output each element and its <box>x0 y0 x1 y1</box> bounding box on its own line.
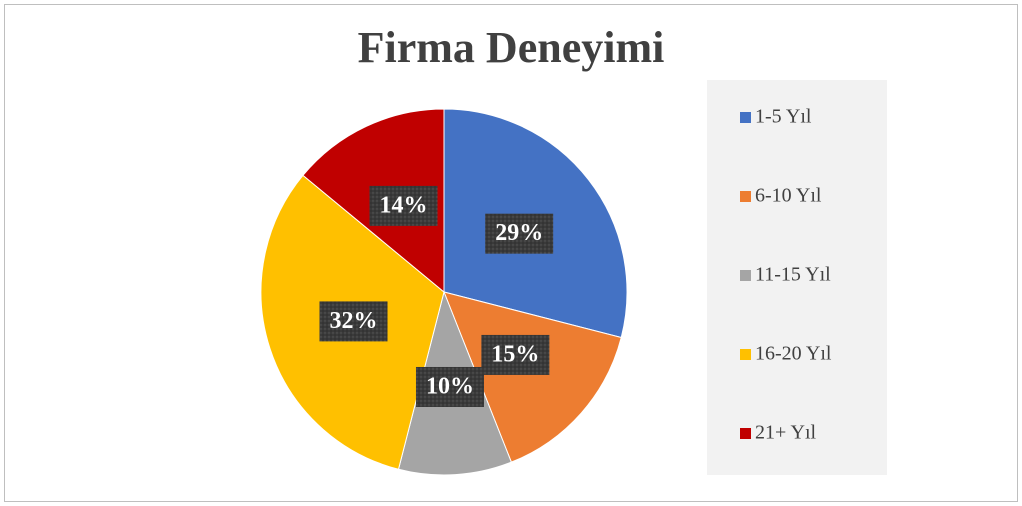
data-label-box <box>481 334 550 375</box>
data-label-box <box>415 366 484 407</box>
legend-swatch <box>740 191 751 202</box>
data-label: 10% <box>426 373 474 399</box>
legend-label: 16-20 Yıl <box>755 343 832 365</box>
legend-label: 11-15 Yıl <box>755 264 831 286</box>
pie-slice <box>443 291 622 463</box>
legend-label: 6-10 Yıl <box>755 185 822 207</box>
legend-box <box>707 80 887 475</box>
chart-title: Firma Deneyimi <box>358 23 665 72</box>
data-label: 15% <box>491 341 539 367</box>
legend-swatch <box>740 349 751 360</box>
legend-label: 21+ Yıl <box>755 422 817 444</box>
legend-swatch <box>740 270 751 281</box>
data-label: 32% <box>329 308 377 334</box>
legend-swatch <box>740 112 751 123</box>
data-label: 29% <box>495 220 543 246</box>
data-label-box <box>319 301 388 342</box>
data-label-box <box>369 185 438 226</box>
legend-swatch <box>740 428 751 439</box>
data-label: 14% <box>379 192 427 218</box>
legend-label: 1-5 Yıl <box>755 106 812 128</box>
data-label-box <box>485 213 554 254</box>
